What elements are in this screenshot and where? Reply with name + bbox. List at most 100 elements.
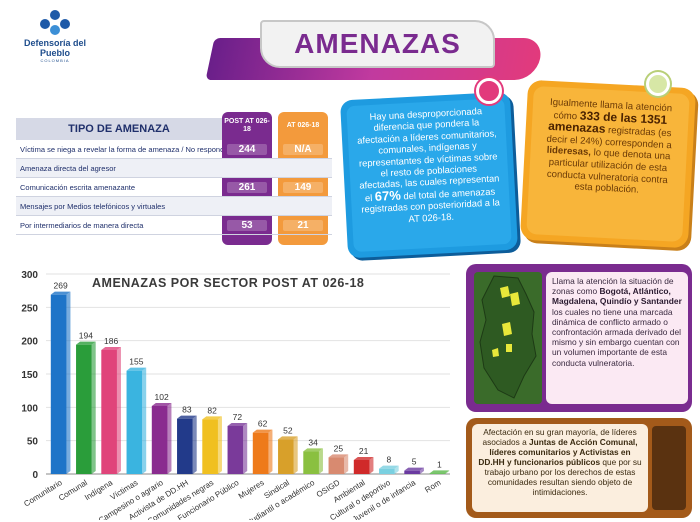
table-cell: 261: [222, 178, 272, 197]
colombia-map-icon: [474, 272, 542, 404]
bar-side: [369, 457, 374, 474]
bar-side: [419, 467, 424, 474]
y-tick-label: 100: [21, 403, 38, 414]
table-row: Amenaza directa del agresor: [16, 159, 332, 178]
table-row: Mensajes por Medios telefónicos y virtua…: [16, 197, 332, 216]
bar-value-label: 186: [104, 336, 118, 346]
bar-side: [344, 454, 349, 474]
y-tick-label: 50: [27, 437, 39, 448]
y-tick-label: 150: [21, 370, 38, 381]
row-label: Mensajes por Medios telefónicos y virtua…: [20, 201, 166, 211]
bar-side: [192, 415, 197, 474]
bar: [177, 418, 193, 474]
bar: [353, 460, 370, 474]
brown-info-text: Afectación en su gran mayoría, de lídere…: [472, 424, 648, 512]
x-tick-label: Indígena: [83, 478, 115, 502]
bar-top: [429, 470, 450, 474]
bar: [202, 419, 218, 474]
bar: [278, 439, 294, 474]
table-cell: 21: [278, 216, 328, 235]
brown-info-box: Afectación en su gran mayoría, de lídere…: [466, 418, 692, 518]
logo-sub: COLOMBIA: [40, 58, 70, 63]
y-tick-label: 300: [21, 270, 38, 281]
title-banner: AMENAZAS: [200, 10, 550, 82]
table-header: TIPO DE AMENAZA: [16, 118, 222, 140]
bar-value-label: 194: [79, 331, 93, 341]
bar-side: [142, 367, 147, 474]
bar: [50, 294, 67, 474]
bar-side: [293, 436, 298, 474]
bar-top: [353, 457, 374, 460]
table-row: Comunicación escrita amenazante: [16, 178, 332, 197]
bar-top: [126, 367, 147, 371]
bar: [76, 344, 92, 474]
bar: [227, 426, 244, 474]
chart-svg: 0 50 100 150 200 250 300 269 Comunitario 194 Comun…: [21, 270, 450, 520]
bar: [126, 370, 143, 474]
row-label: Por intermediarios de manera directa: [20, 220, 144, 230]
bar-top: [151, 403, 172, 406]
photo-placeholder-icon: [652, 426, 686, 510]
x-tick-label: Comunitario: [22, 478, 64, 509]
bar-side: [318, 448, 323, 474]
table-row: Víctima se niega a revelar la forma de a…: [16, 140, 332, 159]
table-cell: 53: [222, 216, 272, 235]
map-info-text: Llama la atención la situación de zonas …: [546, 272, 688, 404]
bar-side: [445, 470, 450, 474]
blue-info-text: Hay una desproporcionada diferencia que …: [346, 97, 512, 253]
bar: [252, 432, 269, 474]
bar-value-label: 82: [207, 405, 217, 415]
table-cell: 244: [222, 140, 272, 159]
map-info-box: Llama la atención la situación de zonas …: [466, 264, 692, 412]
woman-avatar-icon: [646, 72, 670, 96]
bar-top: [404, 467, 424, 471]
logo: Defensoría del Pueblo COLOMBIA: [20, 10, 90, 63]
table-cell: N/A: [278, 140, 328, 159]
title-box: AMENAZAS: [260, 20, 495, 68]
logo-name: Defensoría del Pueblo: [23, 38, 87, 58]
orange-info-text: Igualmente llama la atención cómo 333 de…: [526, 86, 690, 242]
table-row: Por intermediarios de manera directa: [16, 216, 332, 235]
bar-value-label: 269: [54, 281, 68, 291]
bar-top: [227, 423, 248, 426]
bar-value-label: 25: [334, 443, 344, 453]
bar: [303, 451, 319, 474]
bar-top: [76, 341, 96, 345]
table-cell: 149: [278, 178, 328, 197]
threat-table: POST AT 026-18 244 351 261 294 53 AT 026…: [16, 112, 332, 245]
column-post-header: POST AT 026-18: [224, 118, 270, 133]
bar-top: [50, 291, 71, 295]
bar-top: [252, 429, 273, 433]
bar-side: [394, 465, 399, 474]
bar: [151, 406, 168, 474]
bar-top: [177, 415, 197, 419]
bar-side: [116, 347, 121, 474]
bar-value-label: 34: [308, 437, 318, 447]
bar-side: [66, 291, 71, 474]
alert-pin-icon: [476, 78, 502, 104]
bar-value-label: 83: [182, 405, 192, 415]
y-tick-label: 250: [21, 303, 38, 314]
bar-value-label: 155: [129, 357, 143, 367]
bar: [379, 468, 395, 474]
x-tick-label: Rom: [423, 478, 442, 495]
orange-info-box: Igualmente llama la atención cómo 333 de…: [519, 79, 697, 249]
bar: [328, 457, 345, 474]
bar-top: [278, 436, 298, 440]
column-at-header: AT 026-18: [286, 122, 320, 129]
bar-side: [243, 423, 248, 474]
bar-side: [91, 341, 96, 474]
bar-top: [328, 454, 349, 458]
bar-top: [202, 416, 222, 420]
bar-value-label: 1: [437, 459, 442, 469]
blue-info-box: Hay una desproporcionada diferencia que …: [339, 91, 519, 259]
x-tick-label: Comunal: [57, 478, 89, 503]
row-label: Amenaza directa del agresor: [20, 163, 116, 173]
bar: [429, 473, 446, 474]
y-tick-label: 200: [21, 337, 38, 348]
bar-top: [101, 347, 121, 350]
page-title: AMENAZAS: [294, 28, 461, 59]
bar-value-label: 72: [233, 412, 243, 422]
bar: [404, 470, 420, 474]
bar: [101, 350, 117, 474]
